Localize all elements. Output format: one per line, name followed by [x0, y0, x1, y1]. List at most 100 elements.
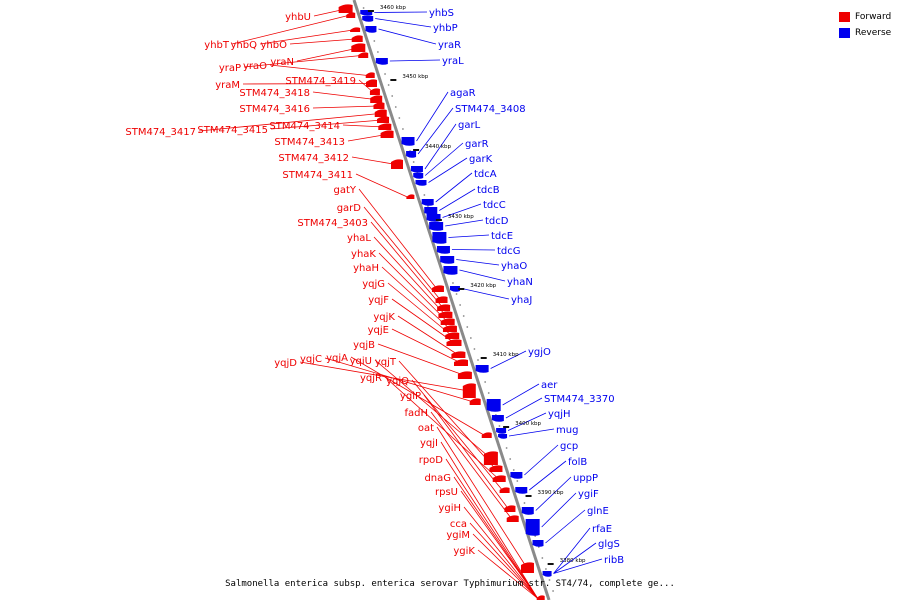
- gene-label-stm474-3415: STM474_3415: [197, 125, 268, 136]
- legend: Forward Reverse: [839, 9, 891, 41]
- forward-leader-stm474-3403: [370, 221, 444, 309]
- reverse-leader-ygjo: [490, 350, 527, 369]
- gene-label-stm474-3370: STM474_3370: [544, 394, 615, 405]
- forward-feature: [431, 285, 444, 292]
- genome-caption: Salmonella enterica subsp. enterica sero…: [225, 579, 675, 589]
- gene-label-ribb: ribB: [604, 555, 624, 566]
- reverse-feature: [496, 428, 507, 434]
- tick-label: 3420 kbp: [470, 283, 496, 289]
- gene-label-yqjg: yqjG: [362, 279, 385, 290]
- tick-mark: [547, 563, 554, 565]
- reverse-leader-folb: [529, 460, 567, 491]
- forward-leader-yhah: [381, 266, 451, 330]
- gene-label-yhan: yhaN: [507, 277, 533, 288]
- forward-feature: [492, 475, 506, 482]
- gene-label-glgs: glgS: [598, 539, 620, 550]
- reverse-feature: [432, 232, 447, 244]
- gene-label-yral: yraL: [442, 56, 464, 67]
- reverse-leader-yhaj: [461, 288, 510, 300]
- gene-label-yhao: yhaO: [501, 261, 527, 272]
- forward-feature: [445, 332, 460, 339]
- gene-label-ygif: ygiF: [578, 489, 599, 500]
- tick-label: 3380 kbp: [560, 558, 586, 564]
- forward-leader-yqjb: [377, 343, 466, 376]
- axis-dot: [459, 304, 462, 306]
- gene-label-oat: oat: [418, 423, 434, 434]
- tick-mark: [413, 149, 420, 151]
- forward-leader-ygik: [477, 549, 538, 599]
- reverse-feature: [491, 415, 504, 422]
- reverse-leader-glne: [545, 509, 586, 544]
- forward-feature: [469, 398, 481, 405]
- forward-feature: [366, 79, 377, 87]
- reverse-leader-tdcg: [451, 249, 496, 251]
- reverse-leader-glgs: [553, 542, 597, 574]
- axis-dot: [541, 557, 544, 559]
- axis-dot: [362, 7, 365, 9]
- reverse-feature: [521, 507, 534, 515]
- gene-label-mug: mug: [556, 425, 578, 436]
- gene-label-yram: yraM: [215, 80, 240, 91]
- forward-leader-yhbo: [289, 38, 356, 45]
- gene-label-dnag: dnaG: [424, 473, 451, 484]
- tick-label: 3440 kbp: [425, 144, 451, 150]
- axis-dot: [412, 161, 415, 163]
- reverse-feature: [532, 540, 544, 547]
- forward-leader-ygip: [423, 394, 509, 510]
- gene-label-yqje: yqjE: [368, 325, 389, 336]
- reverse-feature: [362, 16, 374, 22]
- axis-dot: [498, 425, 501, 427]
- gene-label-yhak: yhaK: [351, 249, 376, 260]
- gene-label-stm474-3413: STM474_3413: [274, 137, 345, 148]
- reverse-feature: [449, 286, 460, 292]
- forward-leader-yqjk: [397, 315, 459, 356]
- reverse-leader-stm474-3408: [417, 107, 454, 155]
- legend-forward: Forward: [839, 9, 891, 25]
- gene-label-rfae: rfaE: [592, 524, 612, 535]
- gene-label-aer: aer: [541, 380, 558, 391]
- gene-label-ygih: ygiH: [438, 503, 461, 514]
- forward-feature: [435, 296, 448, 303]
- gene-label-rpod: rpoD: [419, 455, 444, 466]
- axis-dot: [402, 128, 404, 130]
- axis-dot: [505, 447, 508, 449]
- forward-features: [338, 4, 545, 600]
- gene-label-yqjh: yqjH: [548, 409, 571, 420]
- forward-leader-fadh: [430, 411, 513, 520]
- forward-leader-gaty: [358, 188, 438, 290]
- axis-dot: [387, 84, 390, 86]
- forward-feature: [380, 130, 394, 138]
- reverse-feature: [510, 472, 523, 479]
- axis-dot: [509, 458, 512, 460]
- forward-leader-stm474-3419: [358, 79, 374, 93]
- forward-leader-cca: [469, 522, 538, 599]
- reverse-feature: [424, 207, 438, 215]
- forward-feature: [373, 102, 385, 109]
- forward-feature: [438, 311, 453, 318]
- reverse-feature: [375, 58, 388, 65]
- genome-axis: [352, 0, 551, 600]
- gene-label-ygip: ygiP: [400, 391, 421, 402]
- axis-dot: [466, 326, 469, 328]
- forward-feature: [346, 12, 356, 18]
- reverse-leader-tdcc: [442, 203, 482, 218]
- axis-ticks: 3460 kbp 3450 kbp 3440 kbp 3430 kbp 3420 kbp…: [367, 5, 586, 565]
- forward-feature: [536, 595, 545, 600]
- forward-feature: [442, 325, 457, 332]
- reverse-feature: [498, 434, 508, 439]
- forward-feature: [391, 159, 403, 169]
- forward-feature: [451, 351, 466, 358]
- gene-label-yrap: yraP: [219, 63, 241, 74]
- forward-leader-yran: [296, 47, 359, 62]
- gene-label-yqjd: yqjD: [274, 358, 297, 369]
- forward-leader-rpod: [445, 458, 539, 599]
- reverse-leader-tdcd: [445, 219, 484, 227]
- forward-leader-stm474-3413: [347, 134, 387, 142]
- axis-dot: [377, 51, 379, 53]
- gene-label-ygik: ygiK: [453, 546, 475, 557]
- gene-label-stm474-3411: STM474_3411: [282, 170, 353, 181]
- forward-feature: [365, 72, 375, 78]
- tick-mark: [390, 79, 397, 81]
